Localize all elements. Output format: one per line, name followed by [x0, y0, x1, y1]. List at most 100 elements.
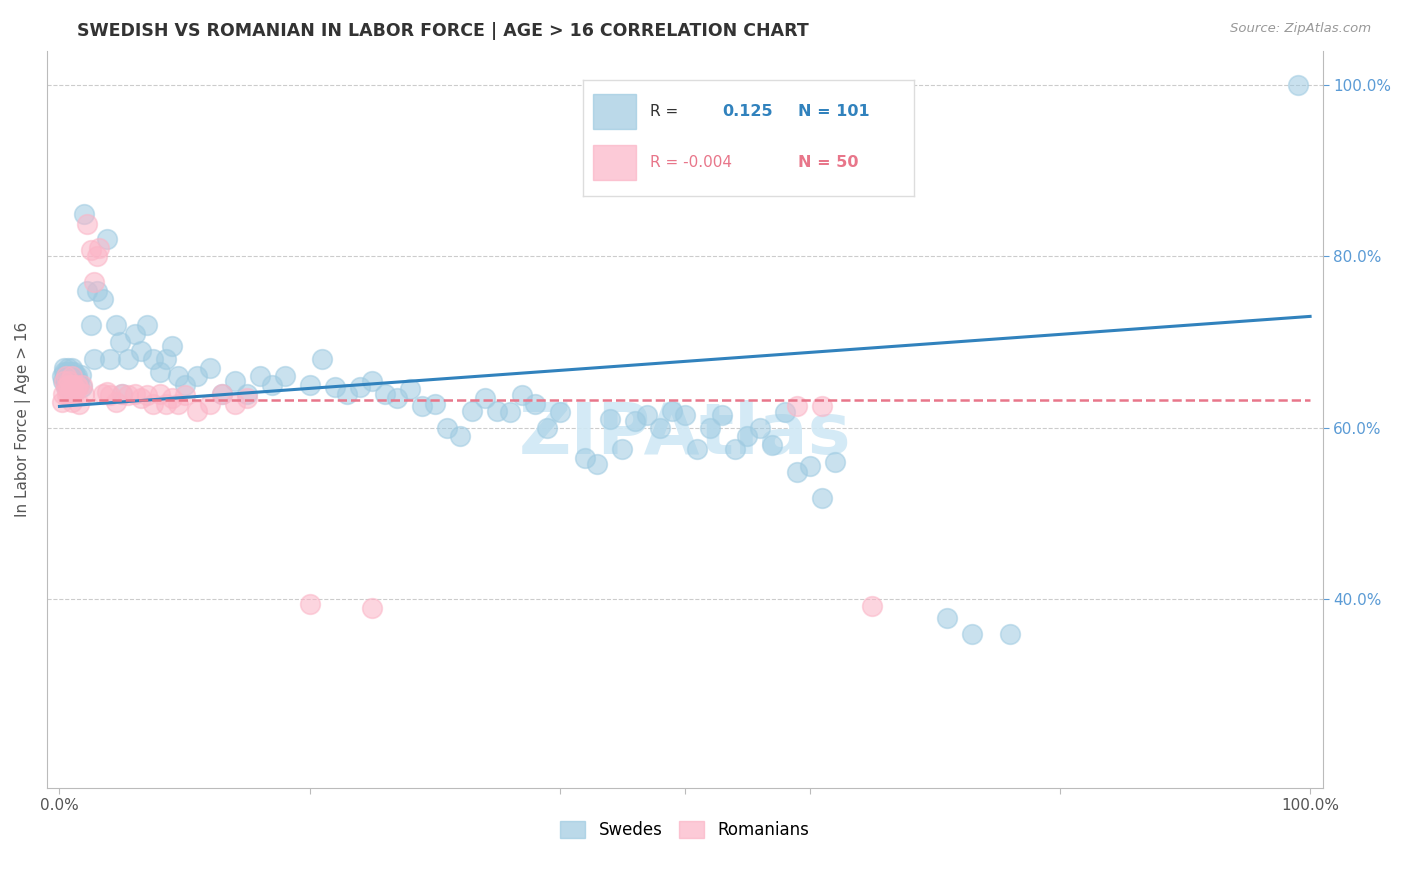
Point: [53, 374, 76, 388]
Point: [536, 421, 558, 435]
Point: [96, 384, 118, 399]
Point: [96, 232, 118, 246]
Point: [136, 318, 159, 332]
Point: [55, 374, 77, 388]
Point: [56, 365, 79, 379]
Point: [198, 397, 221, 411]
Point: [173, 388, 195, 402]
Point: [55, 369, 77, 384]
Point: [69, 378, 91, 392]
Point: [599, 412, 621, 426]
FancyBboxPatch shape: [593, 95, 637, 129]
Text: R =: R =: [650, 104, 678, 120]
Point: [574, 450, 596, 465]
Point: [155, 352, 177, 367]
Point: [998, 626, 1021, 640]
Point: [436, 421, 458, 435]
Point: [211, 386, 233, 401]
Point: [124, 386, 146, 401]
Point: [136, 388, 159, 402]
Point: [65, 371, 87, 385]
Point: [523, 397, 546, 411]
Point: [70, 380, 93, 394]
Point: [361, 600, 384, 615]
Point: [737, 429, 759, 443]
Point: [510, 388, 533, 402]
Point: [860, 599, 883, 614]
Point: [160, 391, 183, 405]
Text: N = 50: N = 50: [799, 155, 859, 170]
Point: [83, 352, 105, 367]
Point: [198, 360, 221, 375]
Point: [699, 421, 721, 435]
Point: [499, 405, 522, 419]
Point: [385, 391, 408, 405]
Point: [66, 369, 89, 384]
Point: [104, 395, 127, 409]
Point: [298, 378, 321, 392]
Point: [673, 408, 696, 422]
Point: [63, 374, 86, 388]
Point: [167, 397, 190, 411]
Point: [129, 391, 152, 405]
Point: [298, 597, 321, 611]
Point: [67, 374, 90, 388]
Point: [173, 378, 195, 392]
Point: [129, 343, 152, 358]
Point: [374, 386, 396, 401]
Point: [62, 378, 84, 392]
Point: [91, 292, 114, 306]
Point: [786, 466, 808, 480]
Point: [53, 360, 76, 375]
Point: [51, 395, 73, 409]
Point: [89, 241, 111, 255]
Point: [76, 217, 98, 231]
Point: [60, 395, 83, 409]
Point: [323, 380, 346, 394]
Point: [761, 438, 783, 452]
Point: [63, 365, 86, 379]
Point: [148, 365, 170, 379]
Point: [236, 391, 259, 405]
Point: [811, 491, 834, 505]
Point: [124, 326, 146, 341]
Point: [148, 386, 170, 401]
Point: [711, 408, 734, 422]
Point: [62, 371, 84, 385]
Point: [80, 318, 103, 332]
Point: [398, 382, 420, 396]
Point: [58, 376, 80, 391]
Point: [58, 378, 80, 392]
Point: [58, 374, 80, 388]
Text: 0.125: 0.125: [723, 104, 773, 120]
Y-axis label: In Labor Force | Age > 16: In Labor Force | Age > 16: [15, 322, 31, 516]
Point: [60, 369, 83, 384]
Point: [98, 352, 121, 367]
FancyBboxPatch shape: [593, 145, 637, 180]
Point: [58, 380, 80, 394]
Point: [73, 206, 96, 220]
Point: [52, 374, 75, 388]
Point: [70, 378, 93, 392]
Point: [612, 442, 634, 457]
Text: R = -0.004: R = -0.004: [650, 155, 731, 170]
Point: [1286, 78, 1309, 92]
Point: [76, 284, 98, 298]
Point: [273, 369, 295, 384]
Point: [117, 352, 139, 367]
Point: [799, 459, 821, 474]
Point: [55, 369, 77, 384]
Point: [58, 360, 80, 375]
Point: [60, 360, 83, 375]
Point: [59, 371, 82, 385]
Point: [55, 380, 77, 394]
Point: [56, 371, 79, 385]
Point: [249, 369, 271, 384]
Point: [224, 374, 246, 388]
Point: [60, 382, 83, 396]
Text: SWEDISH VS ROMANIAN IN LABOR FORCE | AGE > 16 CORRELATION CHART: SWEDISH VS ROMANIAN IN LABOR FORCE | AGE…: [77, 22, 808, 40]
Text: Source: ZipAtlas.com: Source: ZipAtlas.com: [1230, 22, 1371, 36]
Point: [811, 400, 834, 414]
Point: [59, 365, 82, 379]
Point: [80, 243, 103, 257]
